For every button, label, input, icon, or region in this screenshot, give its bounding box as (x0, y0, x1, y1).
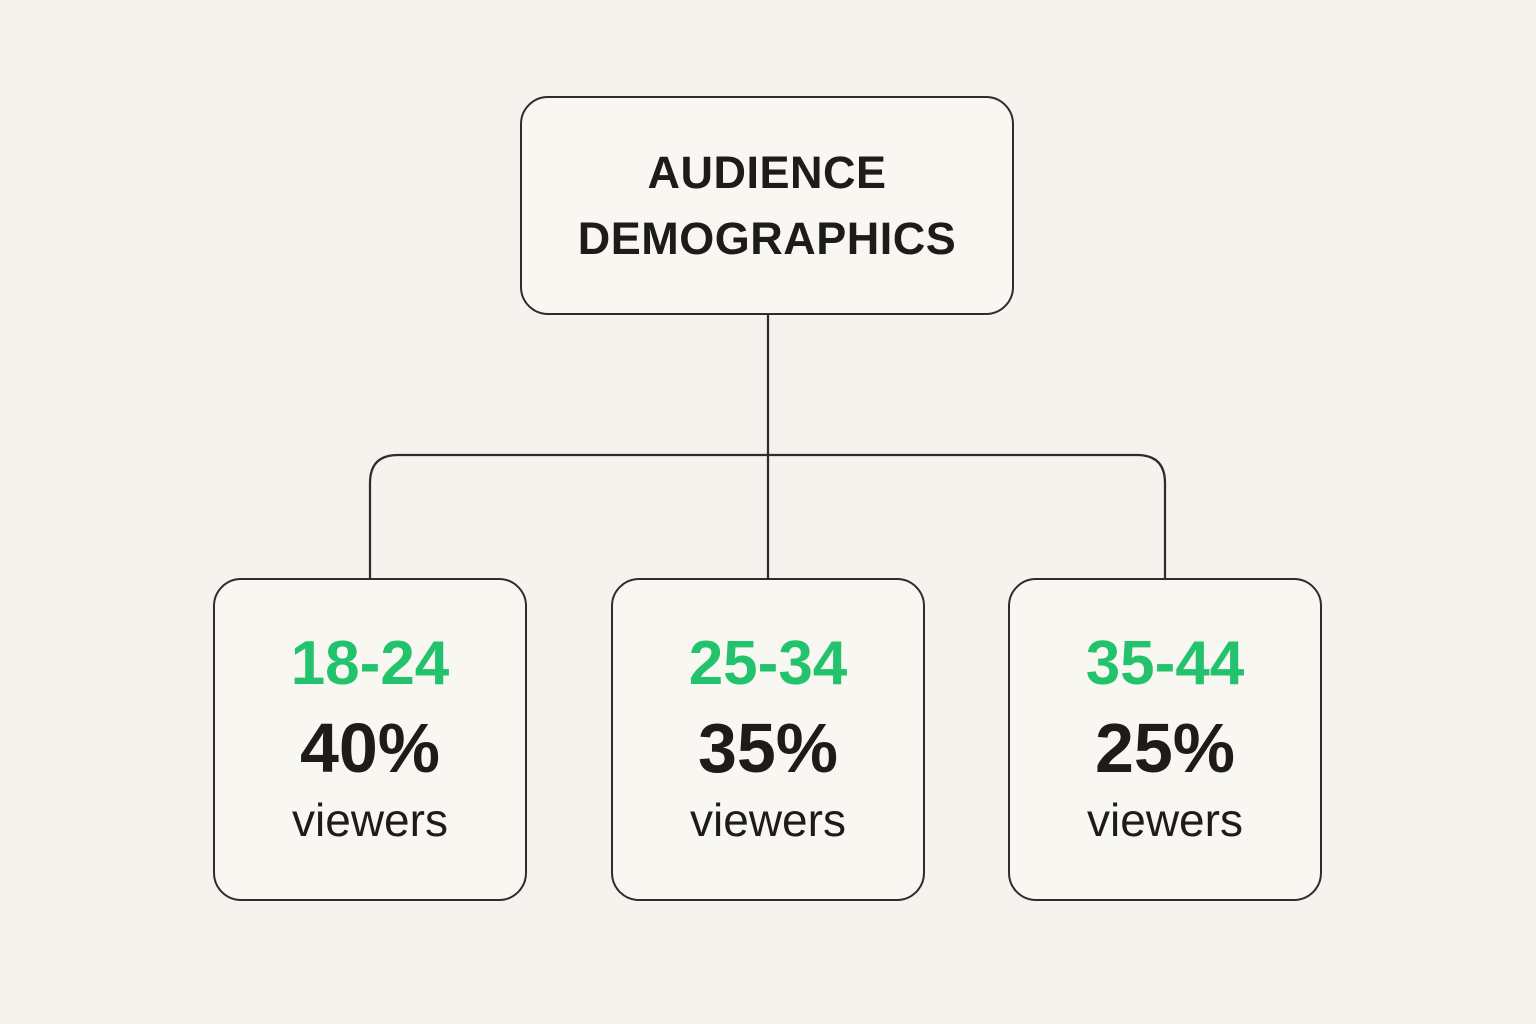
diagram-title: AUDIENCE DEMOGRAPHICS (577, 147, 957, 264)
age-group-node-25-34: 25-34 35% viewers (611, 578, 925, 901)
viewers-label: viewers (1087, 793, 1243, 846)
age-range-label: 35-44 (1085, 628, 1245, 698)
age-range-label: 18-24 (290, 628, 450, 698)
root-node-audience-demographics: AUDIENCE DEMOGRAPHICS (520, 96, 1014, 315)
percentage-value: 35% (697, 709, 839, 788)
age-group-node-35-44: 35-44 25% viewers (1008, 578, 1322, 901)
age-group-node-18-24: 18-24 40% viewers (213, 578, 527, 901)
viewers-label: viewers (292, 793, 448, 846)
viewers-label: viewers (690, 793, 846, 846)
connector-bracket (368, 453, 1167, 578)
age-range-label: 25-34 (688, 628, 848, 698)
percentage-value: 25% (1094, 709, 1236, 788)
percentage-value: 40% (299, 709, 441, 788)
